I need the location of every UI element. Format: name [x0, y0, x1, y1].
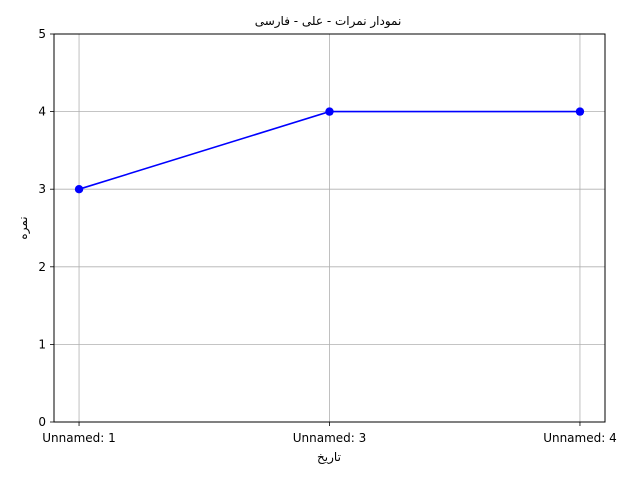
y-tick-label: 0 — [38, 415, 46, 429]
series-group — [74, 107, 585, 194]
y-axis-ticks: 0 1 2 3 4 5 — [38, 27, 54, 429]
chart-title: نمودار نمرات - علی - فارسی — [255, 14, 402, 29]
x-tick-label: Unnamed: 1 — [42, 431, 116, 445]
y-tick-label: 5 — [38, 27, 46, 41]
y-tick-label: 1 — [38, 337, 46, 351]
y-tick-label: 3 — [38, 182, 46, 196]
x-axis-title: تاریخ — [317, 450, 341, 465]
y-tick-label: 2 — [38, 260, 46, 274]
data-point — [74, 185, 84, 194]
x-tick-label: Unnamed: 4 — [543, 431, 617, 445]
x-axis-ticks: Unnamed: 1 Unnamed: 3 Unnamed: 4 — [42, 422, 617, 445]
y-tick-label: 4 — [38, 105, 46, 119]
y-axis-title: نمره — [16, 216, 31, 239]
data-point — [325, 107, 334, 116]
x-tick-label: Unnamed: 3 — [293, 431, 367, 445]
data-point — [575, 107, 585, 116]
